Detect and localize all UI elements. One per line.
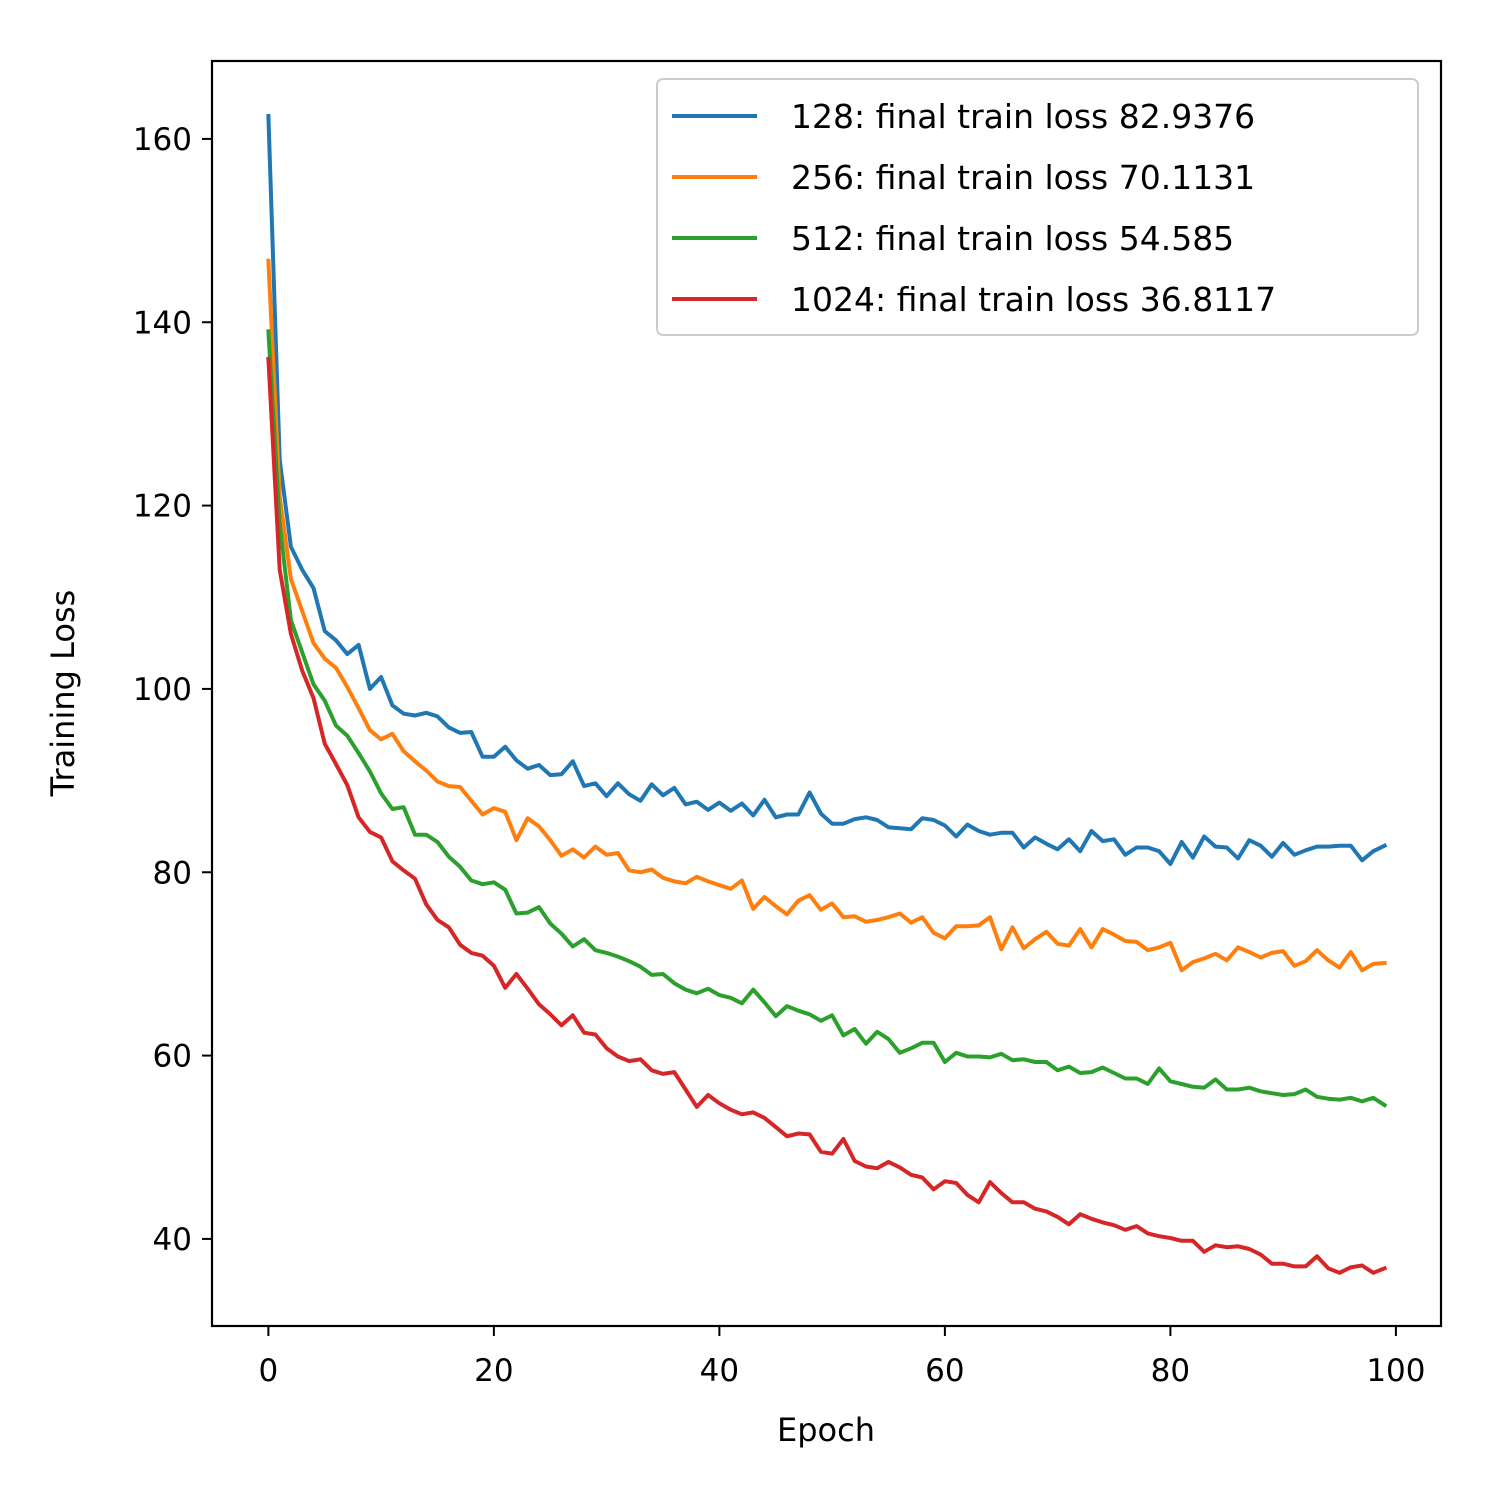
series-line-2: [266, 329, 1388, 1108]
x-axis-label: Epoch: [777, 1411, 875, 1449]
series-line-3: [266, 356, 1388, 1275]
y-tick-label: 60: [153, 1039, 192, 1075]
y-axis-label: Training Loss: [44, 590, 82, 798]
legend-label-1: 256: final train loss 70.1131: [791, 158, 1255, 197]
legend-entries: 128: final train loss 82.9376 256: final …: [672, 97, 1276, 319]
x-tick-label: 60: [925, 1353, 964, 1389]
series-layer: [266, 113, 1388, 1275]
y-tick-label: 80: [153, 855, 192, 891]
y-tick-label: 140: [133, 305, 192, 341]
legend-box: [656, 78, 1419, 336]
x-tick-label: 80: [1151, 1353, 1190, 1389]
legend: 128: final train loss 82.9376 256: final …: [656, 78, 1419, 336]
x-tick-label: 40: [700, 1353, 739, 1389]
plot-frame: [210, 59, 1443, 1328]
y-tick-label: 160: [133, 122, 192, 158]
ticks-layer: 0 20 40 60 80 100 40 60 80 100 120 140 160: [133, 122, 1426, 1389]
x-tick-label: 0: [259, 1353, 279, 1389]
y-tick-label: 120: [133, 489, 192, 525]
legend-label-2: 512: final train loss 54.585: [791, 219, 1234, 258]
legend-label-3: 1024: final train loss 36.8117: [791, 280, 1276, 319]
series-line-1: [266, 258, 1387, 973]
x-tick-label: 100: [1366, 1353, 1425, 1389]
y-tick-label: 100: [133, 672, 192, 708]
y-tick-label: 40: [153, 1222, 192, 1258]
x-tick-label: 20: [474, 1353, 513, 1389]
legend-label-0: 128: final train loss 82.9376: [791, 97, 1255, 136]
series-line-0: [266, 113, 1388, 866]
